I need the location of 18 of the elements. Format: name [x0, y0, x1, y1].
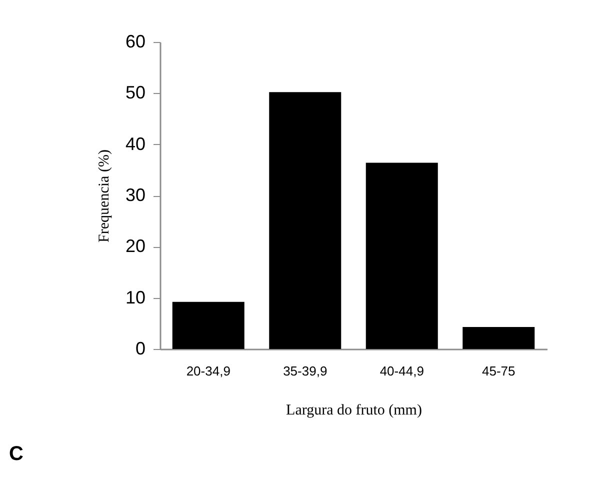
x-tick-label: 35-39,9 — [283, 364, 328, 378]
y-tick-label: 60 — [125, 32, 146, 52]
y-tick-label: 20 — [125, 236, 146, 256]
y-tick-label: 10 — [125, 287, 146, 308]
bar — [269, 92, 342, 349]
y-tick-label: 30 — [125, 185, 146, 205]
text: C — [9, 443, 24, 466]
y-tick-label: 0 — [135, 338, 146, 358]
y-tick-label: 50 — [125, 82, 146, 103]
bar — [462, 327, 535, 349]
x-tick-label: 40-44,9 — [380, 364, 424, 378]
y-axis-title: Frequencia (%) — [96, 150, 112, 242]
bar — [366, 162, 438, 349]
x-axis-title: Largura do fruto (mm) — [286, 402, 422, 418]
x-tick-label: 45-75 — [482, 364, 516, 378]
bar — [172, 302, 244, 349]
y-tick-label: 40 — [125, 134, 146, 154]
x-tick-label: 20-34,9 — [186, 364, 230, 378]
